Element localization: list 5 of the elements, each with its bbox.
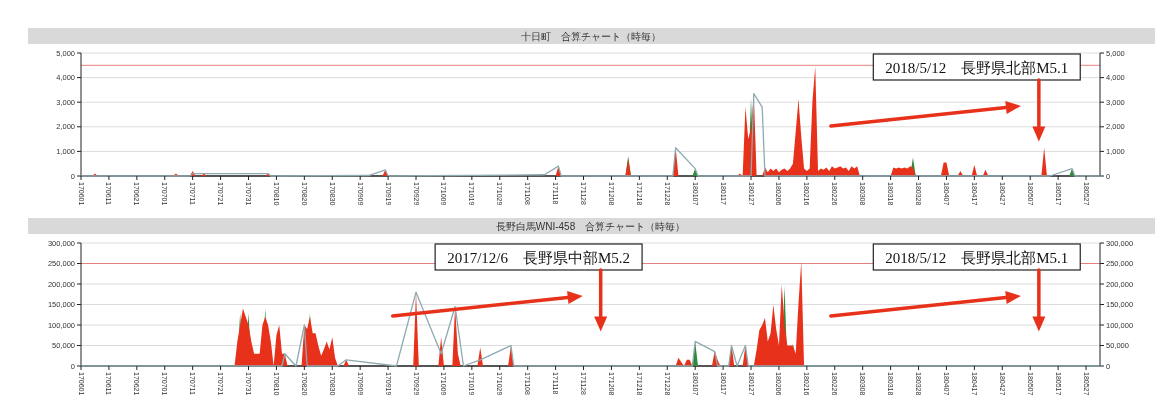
chart-title: 十日町 合算チャート（時毎） — [520, 31, 661, 42]
annotation: 2017/12/6 長野県中部M5.2 — [447, 250, 631, 266]
annotation: 2018/5/12 長野県北部M5.1 — [885, 60, 1069, 76]
chart-title: 長野白馬WNI-458 合算チャート（時毎） — [495, 221, 686, 232]
annotation: 2018/5/12 長野県北部M5.1 — [885, 250, 1069, 266]
